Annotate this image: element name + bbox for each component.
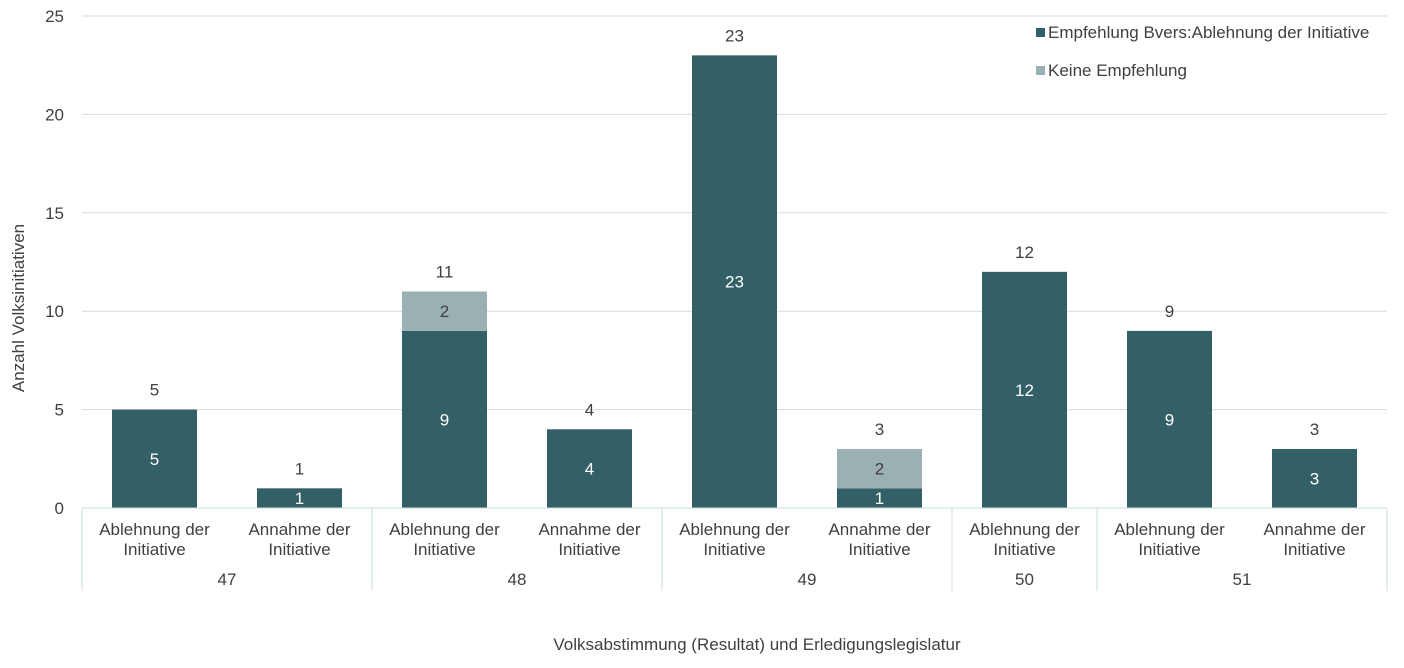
x-group-label: 49 xyxy=(798,570,817,589)
bar-segment xyxy=(402,330,487,508)
bar-segment xyxy=(1127,330,1212,508)
bar-segment-label: 3 xyxy=(1310,469,1319,488)
bar-total-label: 5 xyxy=(150,381,159,400)
x-category-label: Annahme der Initiative xyxy=(248,520,350,559)
bar-segment-label: 2 xyxy=(440,302,449,321)
bar-segment xyxy=(547,429,632,508)
x-group-label: 51 xyxy=(1233,570,1252,589)
bar-total-label: 3 xyxy=(1310,420,1319,439)
bar-total-label: 23 xyxy=(725,26,744,45)
bar-segment xyxy=(257,488,342,508)
x-category-label: Ablehnung der Initiative xyxy=(1114,520,1225,559)
bar-segment-label: 5 xyxy=(150,450,159,469)
legend-label: Empfehlung Bvers:Ablehnung der Initiativ… xyxy=(1048,23,1369,42)
x-category-label-line: Initiative xyxy=(848,540,910,559)
bar-segment-label: 9 xyxy=(440,410,449,429)
y-tick-label: 25 xyxy=(45,7,64,26)
bar-segment xyxy=(1272,448,1357,508)
x-category-label-line: Ablehnung der xyxy=(1114,520,1225,539)
bar-segment xyxy=(837,448,922,489)
x-group-label: 47 xyxy=(218,570,237,589)
x-category-label-line: Initiative xyxy=(1138,540,1200,559)
y-tick-label: 10 xyxy=(45,302,64,321)
x-category-label-line: Initiative xyxy=(703,540,765,559)
bar-segment xyxy=(112,409,197,508)
legend-label: Keine Empfehlung xyxy=(1048,61,1187,80)
bar-total-label: 4 xyxy=(585,400,594,419)
bar-segment xyxy=(982,271,1067,508)
x-category-label: Ablehnung der Initiative xyxy=(679,520,790,559)
legend-swatch xyxy=(1036,28,1045,37)
bar-total-label: 9 xyxy=(1165,302,1174,321)
x-category-label: Ablehnung der Initiative xyxy=(389,520,500,559)
y-tick-label: 0 xyxy=(55,499,64,518)
bar-segment-label: 1 xyxy=(875,489,884,508)
x-category-label-line: Initiative xyxy=(268,540,330,559)
bar-total-label: 1 xyxy=(295,459,304,478)
legend: Empfehlung Bvers:Ablehnung der Initiativ… xyxy=(1036,23,1369,80)
bar-total-label: 12 xyxy=(1015,243,1034,262)
x-category-label-line: Annahme der xyxy=(538,520,640,539)
bar-total-label: 11 xyxy=(436,263,454,282)
x-category-label-line: Initiative xyxy=(993,540,1055,559)
bar-segment-label: 23 xyxy=(725,273,744,292)
bar-segment-label: 2 xyxy=(875,460,884,479)
legend-swatch xyxy=(1036,66,1045,75)
x-category-label-line: Annahme der xyxy=(828,520,930,539)
bar-segment xyxy=(837,488,922,508)
x-category-label-line: Annahme der xyxy=(248,520,350,539)
x-category-label-line: Initiative xyxy=(558,540,620,559)
bar-total-label: 3 xyxy=(875,420,884,439)
x-category-label-line: Annahme der xyxy=(1263,520,1365,539)
x-category-label: Annahme der Initiative xyxy=(828,520,930,559)
x-category-label: Annahme der Initiative xyxy=(1263,520,1365,559)
y-tick-label: 15 xyxy=(45,204,64,223)
x-category-label-line: Ablehnung der xyxy=(969,520,1080,539)
x-category-label-line: Ablehnung der xyxy=(389,520,500,539)
y-axis-label: Anzahl Volksinitiativen xyxy=(9,224,28,392)
bar-segment-label: 9 xyxy=(1165,410,1174,429)
x-category-label-line: Ablehnung der xyxy=(99,520,210,539)
bar-segment xyxy=(692,55,777,509)
x-category-label: Ablehnung der Initiative xyxy=(99,520,210,559)
x-group-label: 48 xyxy=(508,570,527,589)
bar-segment xyxy=(402,291,487,331)
x-category-label: Annahme der Initiative xyxy=(538,520,640,559)
y-axis: 0 5 10 15 20 25 xyxy=(45,7,64,518)
bar-segment-label: 1 xyxy=(295,489,304,508)
y-tick-label: 20 xyxy=(45,105,64,124)
y-tick-label: 5 xyxy=(55,401,64,420)
x-category-label-line: Ablehnung der xyxy=(679,520,790,539)
x-category-label-line: Initiative xyxy=(1283,540,1345,559)
x-category-label: Ablehnung der Initiative xyxy=(969,520,1080,559)
x-category-label-line: Initiative xyxy=(413,540,475,559)
x-group-label: 50 xyxy=(1015,570,1034,589)
bar-segment-label: 4 xyxy=(585,460,594,479)
bar-segment-label: 12 xyxy=(1015,381,1034,400)
x-category-label-line: Initiative xyxy=(123,540,185,559)
x-axis-label: Volksabstimmung (Resultat) und Erledigun… xyxy=(553,635,961,654)
